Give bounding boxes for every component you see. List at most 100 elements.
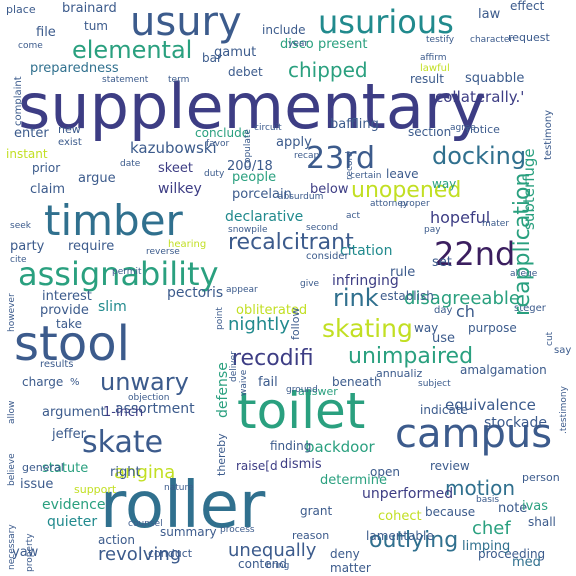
word-permit: permit: [112, 267, 142, 277]
word-allow: allow: [7, 400, 17, 424]
word-set: set: [432, 255, 452, 270]
word-mater: mater: [482, 219, 510, 229]
word-require: require: [68, 239, 115, 254]
word-reverse: reverse: [146, 247, 180, 257]
word-objection: objection: [128, 393, 170, 403]
word-indicate: indicate: [420, 403, 468, 417]
word-charge: charge: [22, 375, 64, 389]
word-law: law: [478, 7, 501, 22]
word-subterfuge: subterfuge: [520, 148, 538, 230]
word-issue: issue: [20, 477, 54, 492]
word-assignability: assignability: [18, 255, 219, 293]
word-backdoor: backdoor: [305, 438, 375, 456]
word-include: include: [262, 23, 306, 37]
word-duty: duty: [204, 169, 225, 179]
word-proceeding: proceeding: [478, 547, 546, 561]
word-roller: roller: [100, 469, 266, 543]
word-proper: proper: [400, 199, 430, 209]
word-affirm: affirm: [420, 53, 447, 63]
word-note: note: [498, 501, 528, 516]
word-campus: campus: [395, 411, 553, 457]
word-lawful: lawful: [420, 63, 450, 74]
word-use: use: [432, 331, 456, 346]
word-1_inch: 1-inch: [103, 405, 144, 420]
word-fail: fail: [258, 375, 278, 390]
word-below: below: [310, 182, 349, 197]
word-necessary: necessary: [7, 524, 17, 570]
word-steger: steger: [514, 303, 546, 314]
word-supplementary: supplementary: [18, 70, 486, 143]
word-usury: usury: [130, 0, 242, 45]
word-establish: establish: [380, 289, 434, 303]
word-consider: consider: [306, 251, 349, 262]
word-kazubowski: kazubowski: [130, 139, 217, 157]
word-file: file: [36, 25, 56, 40]
word-complaint: complaint: [13, 76, 24, 126]
word-rink: rink: [333, 284, 379, 312]
word-collaterally: collaterally.': [435, 88, 525, 106]
word-support: support: [74, 483, 117, 496]
word-statement: statement: [102, 75, 149, 85]
word-enter: enter: [14, 126, 49, 141]
word-bar: bar: [202, 51, 222, 65]
word-subject: subject: [418, 379, 451, 389]
word-circuit: circuit: [254, 123, 282, 133]
word-prior: prior: [32, 161, 61, 175]
word-provide: provide: [40, 303, 89, 318]
word-statute: statute: [42, 461, 89, 476]
word-stool: stool: [14, 316, 130, 372]
word-cohect: cohect: [378, 509, 422, 524]
word-chipped: chipped: [288, 58, 368, 82]
word-disco: disco: [280, 37, 314, 52]
word-defense: defense: [215, 362, 231, 418]
word-conclude: conclude: [195, 126, 250, 140]
word-thereby: thereby: [215, 433, 228, 476]
word-deny: deny: [330, 547, 360, 561]
word-skeet: skeet: [158, 161, 193, 176]
word-unopened: unopened: [351, 178, 462, 203]
word-basis: basis: [476, 495, 500, 505]
word-effect: effect: [510, 0, 545, 13]
word-hearing: hearing: [168, 239, 207, 250]
word-testimony2: .testimony: [559, 386, 569, 434]
word-place: place: [6, 3, 36, 16]
word-obliterated: obliterated: [236, 303, 308, 318]
word-elemental: elemental: [72, 36, 193, 64]
word-pay: pay: [424, 225, 441, 235]
word-unwary: unwary: [100, 368, 189, 396]
word-request: request: [508, 31, 550, 44]
word-leave: leave: [386, 167, 419, 181]
word-way-2: way: [432, 177, 457, 191]
word-new: new: [58, 123, 81, 136]
word-22nd: 22nd: [434, 235, 516, 273]
word-toilet: toilet: [237, 382, 366, 440]
word-preparedness: preparedness: [30, 61, 119, 76]
word-dismis: dismis: [280, 457, 322, 472]
word-nightly: nightly: [228, 314, 290, 335]
word-med: med: [512, 555, 541, 570]
word-unperformed: unperformed: [362, 486, 454, 502]
word-annualiz: annualiz: [376, 367, 423, 380]
word-declarative: declarative: [225, 209, 304, 225]
word-debet: debet: [228, 65, 263, 79]
word-determine: determine: [320, 473, 387, 488]
word-tum: tum: [84, 19, 108, 33]
word-year: year: [288, 39, 309, 49]
word-revolving: revolving: [98, 544, 182, 565]
word-counsel: counsel: [128, 519, 163, 529]
word-appear: appear: [226, 285, 258, 295]
word-grant: grant: [300, 504, 333, 518]
word-percent: %: [70, 377, 80, 388]
word-process: process: [220, 525, 255, 535]
word-recap: recap: [294, 151, 320, 161]
word-porcelain: porcelain: [232, 187, 292, 202]
word-ground: ground: [286, 385, 318, 395]
word-amalgamation: amalgamation: [460, 363, 547, 377]
word-shall: shall: [528, 515, 556, 529]
word-seek: seek: [10, 221, 31, 231]
word-exist: exist: [58, 137, 82, 148]
word-ivas: ivas: [522, 499, 549, 514]
word-apply: apply: [276, 135, 312, 150]
word-however: however: [7, 293, 17, 332]
word-right: right: [110, 465, 141, 480]
